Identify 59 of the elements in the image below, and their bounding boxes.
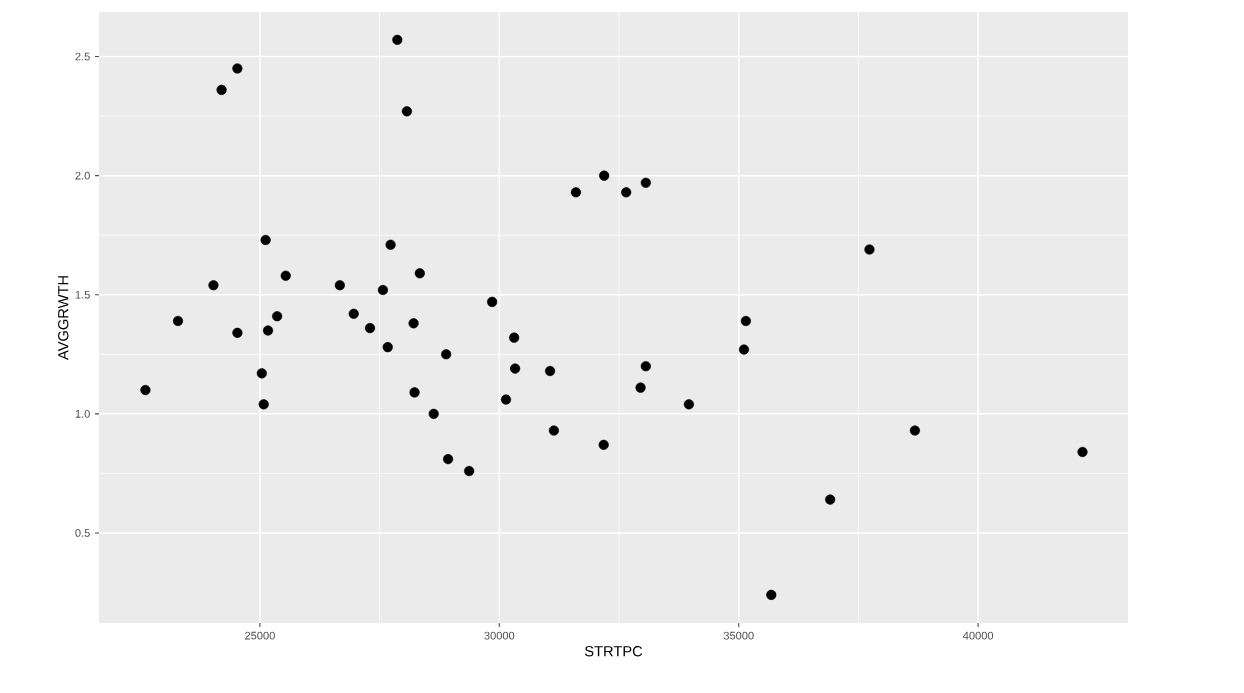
point	[621, 187, 632, 198]
point	[544, 365, 556, 377]
point	[443, 454, 454, 465]
point	[500, 394, 512, 405]
x-tick-label: 25000	[245, 631, 275, 640]
point	[216, 84, 227, 95]
point	[599, 170, 610, 181]
point	[640, 361, 651, 372]
point	[825, 494, 836, 505]
point	[441, 349, 452, 360]
point	[140, 384, 151, 396]
point	[909, 425, 920, 436]
point	[385, 239, 396, 250]
point	[414, 268, 425, 279]
point	[208, 280, 219, 291]
point	[864, 244, 875, 255]
point	[262, 325, 274, 336]
point	[740, 315, 751, 327]
point	[256, 368, 267, 379]
y-axis-title: AVGGRWTH	[58, 276, 69, 360]
point	[172, 315, 184, 327]
point	[509, 332, 520, 343]
point	[598, 439, 609, 450]
x-axis-title: STRTPC	[584, 646, 643, 657]
point	[487, 296, 498, 307]
point	[348, 308, 359, 319]
x-tick-label: 35000	[723, 631, 754, 640]
point	[232, 327, 243, 338]
point	[272, 311, 283, 322]
y-tick-label: 2.0	[75, 171, 90, 180]
y-tick-label: 1.0	[75, 409, 90, 418]
point	[334, 280, 345, 291]
point	[409, 387, 420, 398]
point	[232, 63, 243, 74]
y-tick-label: 2.5	[75, 52, 90, 61]
point	[635, 382, 646, 393]
x-tick-label: 30000	[484, 631, 515, 640]
point	[377, 284, 389, 296]
point	[401, 106, 412, 117]
point	[260, 234, 271, 246]
point	[258, 399, 269, 410]
point	[364, 323, 376, 334]
point	[766, 589, 777, 600]
point	[464, 465, 475, 477]
point	[738, 344, 750, 355]
point	[640, 177, 651, 188]
point	[428, 408, 439, 419]
point	[1077, 446, 1088, 458]
point	[382, 342, 393, 353]
x-tick-label: 40000	[963, 631, 994, 640]
y-tick-label: 0.5	[75, 529, 90, 537]
point	[683, 399, 694, 410]
point	[548, 425, 559, 436]
y-tick-label: 1.5	[75, 290, 90, 299]
point	[510, 363, 521, 374]
point	[570, 187, 581, 198]
point	[408, 318, 419, 329]
point	[392, 34, 403, 45]
point	[280, 270, 291, 281]
